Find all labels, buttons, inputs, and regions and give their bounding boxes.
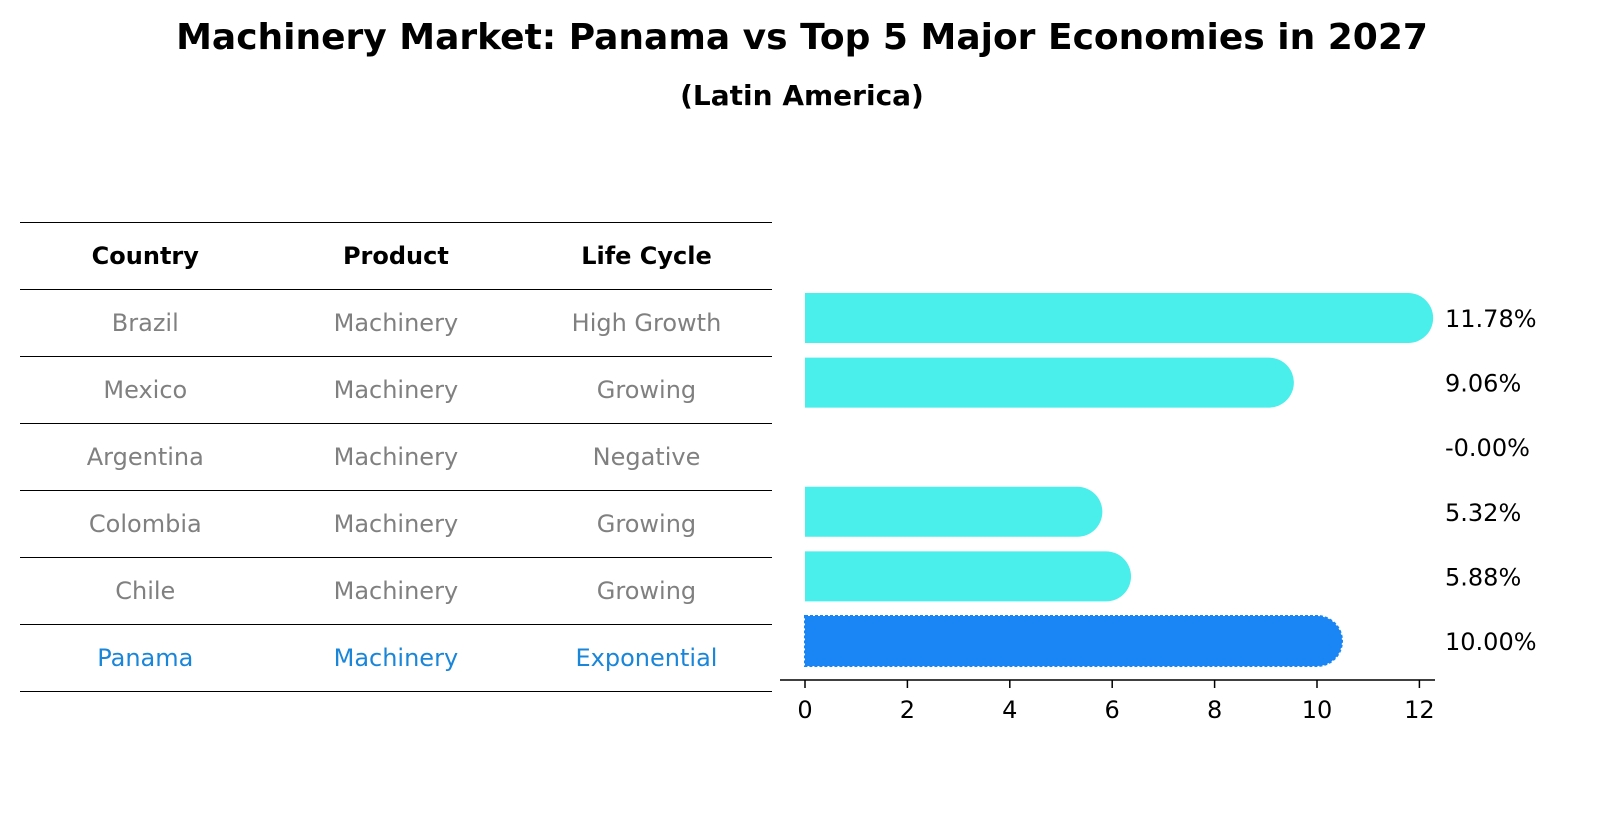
bar-highlighted <box>804 615 1343 667</box>
cell-life-cycle: Growing <box>596 376 697 404</box>
value-label: -0.00% <box>1445 434 1530 462</box>
cell-country: Colombia <box>88 510 202 538</box>
cell-country: Panama <box>97 644 194 672</box>
x-tick-label: 2 <box>900 696 915 724</box>
cell-product: Machinery <box>333 577 459 605</box>
cell-country: Argentina <box>86 443 204 471</box>
header-country: Country <box>91 242 199 270</box>
x-tick-label: 10 <box>1302 696 1333 724</box>
table-header-row: Country Product Life Cycle <box>20 223 772 290</box>
cell-product: Machinery <box>333 376 459 404</box>
header-product: Product <box>342 242 449 270</box>
value-label: 5.88% <box>1445 563 1521 591</box>
bar <box>805 551 1132 602</box>
value-label: 9.06% <box>1445 370 1521 398</box>
table-row: Brazil Machinery High Growth <box>20 290 772 357</box>
cell-life-cycle: Growing <box>596 577 697 605</box>
x-tick-label: 6 <box>1105 696 1120 724</box>
bar <box>805 357 1294 408</box>
bar-chart: 11.78% 9.06% -0.00% 5.32% 5.88% 10.00% 0 2 4 6 8 10… <box>780 293 1537 724</box>
bar <box>805 486 1103 537</box>
table-row: Colombia Machinery Growing <box>20 491 772 558</box>
cell-product: Machinery <box>333 443 459 471</box>
x-tick-label: 12 <box>1404 696 1435 724</box>
cell-country: Brazil <box>111 309 179 337</box>
table-row-highlighted: Panama Machinery Exponential <box>20 625 772 692</box>
chart-title: Machinery Market: Panama vs Top 5 Major … <box>176 17 1428 58</box>
table-row: Argentina Machinery Negative <box>20 424 772 491</box>
table-row: Mexico Machinery Growing <box>20 357 772 424</box>
x-tick-label: 0 <box>797 696 812 724</box>
bar <box>805 293 1434 343</box>
cell-life-cycle: High Growth <box>571 309 722 337</box>
cell-country: Mexico <box>103 376 188 404</box>
x-tick-label: 8 <box>1207 696 1222 724</box>
cell-country: Chile <box>115 577 176 605</box>
value-label: 10.00% <box>1445 628 1537 656</box>
cell-product: Machinery <box>333 309 459 337</box>
cell-product: Machinery <box>333 644 459 672</box>
header-life-cycle: Life Cycle <box>581 242 712 270</box>
value-label: 5.32% <box>1445 499 1521 527</box>
value-label: 11.78% <box>1445 305 1537 333</box>
cell-life-cycle: Exponential <box>575 644 718 672</box>
country-table: Country Product Life Cycle Brazil Machin… <box>20 222 772 692</box>
x-tick-label: 4 <box>1002 696 1017 724</box>
chart-subtitle: (Latin America) <box>680 79 924 112</box>
table-row: Chile Machinery Growing <box>20 558 772 625</box>
cell-life-cycle: Growing <box>596 510 697 538</box>
cell-life-cycle: Negative <box>592 443 701 471</box>
cell-product: Machinery <box>333 510 459 538</box>
